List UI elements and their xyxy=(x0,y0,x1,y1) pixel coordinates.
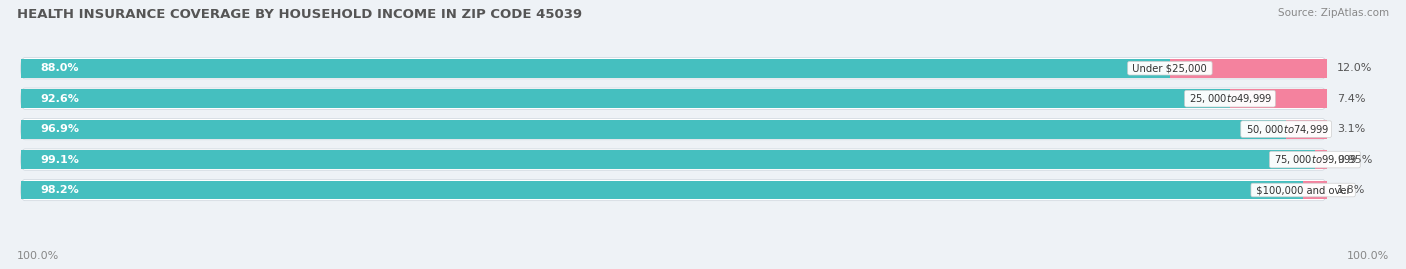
FancyBboxPatch shape xyxy=(21,179,1327,201)
Text: HEALTH INSURANCE COVERAGE BY HOUSEHOLD INCOME IN ZIP CODE 45039: HEALTH INSURANCE COVERAGE BY HOUSEHOLD I… xyxy=(17,8,582,21)
Bar xyxy=(21,120,1327,139)
Text: 3.1%: 3.1% xyxy=(1337,124,1365,134)
FancyBboxPatch shape xyxy=(21,88,1327,109)
Text: 12.0%: 12.0% xyxy=(1337,63,1372,73)
Legend: With Coverage, Without Coverage: With Coverage, Without Coverage xyxy=(574,266,832,269)
Text: 98.2%: 98.2% xyxy=(41,185,79,195)
Bar xyxy=(21,59,1170,78)
Bar xyxy=(1230,89,1327,108)
Bar xyxy=(1170,59,1327,78)
Bar xyxy=(21,180,1303,200)
Bar xyxy=(21,59,1327,78)
Bar xyxy=(21,150,1327,169)
Text: Source: ZipAtlas.com: Source: ZipAtlas.com xyxy=(1278,8,1389,18)
Text: 7.4%: 7.4% xyxy=(1337,94,1365,104)
Text: $50,000 to $74,999: $50,000 to $74,999 xyxy=(1243,123,1330,136)
Text: 0.95%: 0.95% xyxy=(1337,155,1374,165)
Text: Under $25,000: Under $25,000 xyxy=(1129,63,1211,73)
Text: 99.1%: 99.1% xyxy=(41,155,79,165)
Text: $75,000 to $99,999: $75,000 to $99,999 xyxy=(1271,153,1358,166)
Bar xyxy=(21,150,1315,169)
Text: 88.0%: 88.0% xyxy=(41,63,79,73)
Text: 100.0%: 100.0% xyxy=(1347,251,1389,261)
Text: $100,000 and over: $100,000 and over xyxy=(1253,185,1354,195)
Bar xyxy=(21,120,1286,139)
FancyBboxPatch shape xyxy=(21,118,1327,140)
Bar xyxy=(1303,180,1327,200)
Bar xyxy=(1315,150,1327,169)
Text: 92.6%: 92.6% xyxy=(41,94,79,104)
Bar xyxy=(21,89,1327,108)
FancyBboxPatch shape xyxy=(21,58,1327,79)
FancyBboxPatch shape xyxy=(21,149,1327,170)
Text: 100.0%: 100.0% xyxy=(17,251,59,261)
Bar xyxy=(21,180,1327,200)
Text: 1.8%: 1.8% xyxy=(1337,185,1365,195)
Bar xyxy=(1286,120,1327,139)
Bar xyxy=(21,89,1230,108)
Text: $25,000 to $49,999: $25,000 to $49,999 xyxy=(1187,92,1274,105)
Text: 96.9%: 96.9% xyxy=(41,124,79,134)
